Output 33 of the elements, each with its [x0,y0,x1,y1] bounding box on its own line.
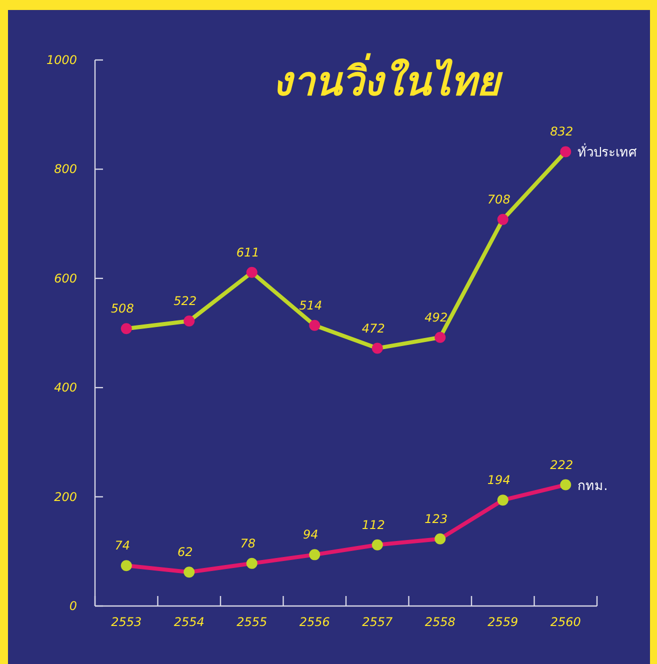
x-tick-label: 2560 [550,615,582,629]
x-tick-label: 2553 [111,615,142,629]
data-label: 194 [487,473,510,488]
data-label: 611 [236,245,260,260]
y-tick-label: 800 [54,162,78,176]
y-tick-label: 200 [54,490,78,504]
x-tick-label: 2554 [174,615,204,629]
chart-title: งานวิ่งในไทย [272,53,504,105]
data-label: 508 [110,302,134,316]
data-label: 708 [487,192,511,206]
data-label: 62 [177,545,193,560]
data-label: 472 [362,321,385,336]
x-tick-label: 2555 [236,615,268,629]
data-label: 78 [240,536,256,550]
x-tick-label: 2557 [362,615,394,629]
series-label: กทม. [578,478,608,494]
x-tick-label: 2559 [488,615,518,629]
data-label: 514 [299,298,322,312]
data-label: 112 [362,518,385,532]
data-label: 74 [114,538,130,553]
y-tick-label: 600 [54,271,78,286]
data-label: 492 [424,310,448,324]
data-label: 832 [550,124,574,139]
x-tick-label: 2556 [299,615,330,629]
data-label: 123 [424,512,448,526]
data-label: 94 [302,528,318,542]
data-label: 222 [550,458,574,472]
y-tick-label: 400 [54,380,78,395]
y-tick-label: 1000 [46,53,78,67]
y-tick-label: 0 [69,599,78,613]
series-label: ทั่วประเทศ [578,144,638,161]
x-tick-label: 2558 [424,615,456,629]
data-label: 522 [174,294,197,308]
